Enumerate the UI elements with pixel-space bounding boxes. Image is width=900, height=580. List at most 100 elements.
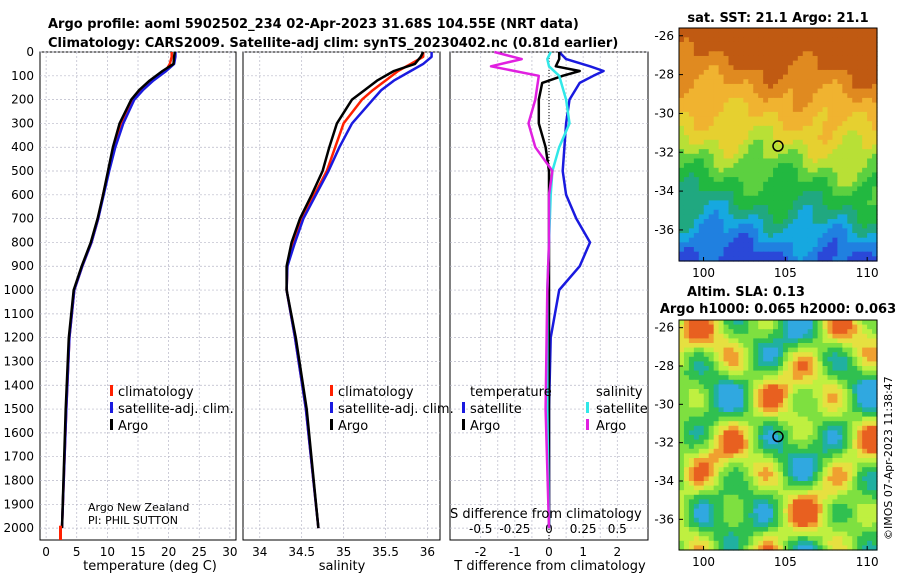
map-cell [797,481,804,487]
map-cell [787,97,794,104]
map-cell [708,130,715,136]
map-cell [778,37,784,43]
map-cell [753,41,759,48]
map-cell [693,32,700,38]
map-cell [792,370,799,376]
map-cell [832,333,838,339]
map-cell [753,444,759,450]
map-cell [693,343,700,349]
map-cell [763,116,769,122]
map-cell [698,444,705,450]
map-cell [758,320,764,326]
map-cell [782,494,789,500]
map-cell [837,375,843,381]
difference-xlabel-top: S difference from climatology [450,507,642,522]
map-cell [867,46,873,52]
map-cell [688,375,695,381]
map-cell [743,370,749,376]
map-cell [867,172,873,178]
map-cell [743,256,749,262]
map-cell [763,51,769,57]
map-cell [807,237,814,243]
map-cell [862,536,868,542]
map-cell [807,130,814,136]
map-cell [743,102,749,108]
map-cell [743,490,749,496]
map-cell [822,467,829,473]
map-cell [817,366,824,372]
map-cell [867,69,873,76]
map-cell [867,416,873,422]
map-cell [693,467,700,473]
map-cell [792,425,799,431]
map-cell [827,522,834,528]
map-cell [693,522,700,528]
map-cell [817,74,824,80]
map-cell [723,536,730,542]
map-cell [773,41,779,48]
map-cell [743,74,749,80]
map-cell [693,195,700,202]
map-cell [698,46,705,52]
map-cell [832,499,838,505]
map-cell [787,499,794,505]
map-cell [817,144,824,150]
map-cell [852,402,858,408]
map-cell [758,379,764,385]
map-cell [703,476,710,482]
map-cell [787,352,794,358]
map-cell [797,88,804,94]
map-cell [872,430,878,436]
map-cell [782,527,789,533]
map-cell [693,485,700,491]
map-cell [733,453,739,459]
map-cell [847,425,853,431]
map-cell [698,177,705,183]
map-cell [797,356,804,362]
map-cell [738,439,744,445]
map-cell [842,46,848,52]
map-cell [847,111,853,118]
map-cell [723,347,730,353]
map-cell [768,366,774,372]
map-cell [708,209,715,215]
map-cell [733,435,739,441]
map-cell [822,504,829,510]
map-cell [743,121,749,127]
map-cell [778,352,784,358]
map-cell [753,116,759,122]
map-cell [728,425,735,431]
map-cell [703,338,710,344]
map-cell [773,527,779,533]
map-cell [703,79,710,85]
map-cell [773,476,779,482]
map-cell [683,471,690,477]
map-cell [827,352,834,358]
x-tick-label: 34.5 [288,545,315,559]
map-cell [842,69,848,76]
map-cell [718,458,725,464]
map-cell [703,69,710,76]
map-cell [688,163,695,169]
map-cell [713,37,720,43]
map-cell [773,247,779,253]
map-cell [723,32,730,38]
map-cell [812,83,819,90]
map-cell [683,237,690,243]
map-cell [817,32,824,38]
map-cell [827,416,834,422]
map-cell [698,338,705,344]
map-cell [817,540,824,546]
map-cell [787,425,794,431]
map-cell [857,504,863,510]
map-cell [822,527,829,533]
map-cell [852,398,858,404]
map-cell [778,485,784,491]
map-cell [807,508,814,514]
map-cell [862,195,868,202]
map-cell [758,531,764,537]
map-cell [708,453,715,459]
map-cell [807,407,814,413]
map-cell [782,116,789,122]
map-cell [802,324,809,330]
